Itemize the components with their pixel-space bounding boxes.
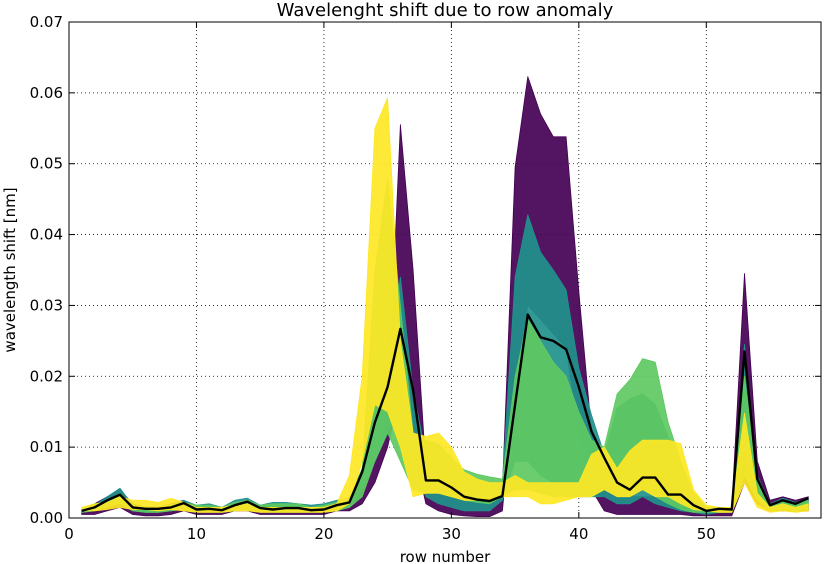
series-lines	[81, 313, 809, 513]
y-tick-label: 0.01	[30, 438, 63, 456]
x-tick-label: 20	[314, 525, 333, 543]
y-tick-labels: 0.00 0.01 0.02 0.03 0.04 0.05 0.06 0.07	[30, 13, 63, 527]
x-tick-label: 0	[64, 525, 74, 543]
y-tick-label: 0.05	[30, 155, 63, 173]
x-tick-label: 40	[569, 525, 588, 543]
x-tick-label: 50	[697, 525, 716, 543]
chart-title: Wavelenght shift due to row anomaly	[277, 0, 614, 21]
y-tick-label: 0.02	[30, 367, 63, 385]
y-tick-label: 0.07	[30, 13, 63, 31]
plot-frame	[68, 21, 822, 519]
y-tick-label: 0.06	[30, 84, 63, 102]
x-tick-label: 30	[442, 525, 461, 543]
ensemble-band-3	[81, 97, 809, 513]
y-tick-label: 0.03	[30, 296, 63, 314]
x-tick-label: 10	[187, 525, 206, 543]
y-tick-label: 0.00	[30, 509, 63, 527]
grid-lines	[69, 22, 821, 518]
axis-ticks	[68, 21, 821, 519]
y-axis-title: wavelength shift [nm]	[1, 187, 19, 352]
x-axis-title: row number	[400, 548, 491, 564]
y-tick-label: 0.04	[30, 226, 63, 244]
x-tick-labels: 0 10 20 30 40 50	[64, 525, 716, 543]
series-line-mean	[81, 313, 809, 513]
